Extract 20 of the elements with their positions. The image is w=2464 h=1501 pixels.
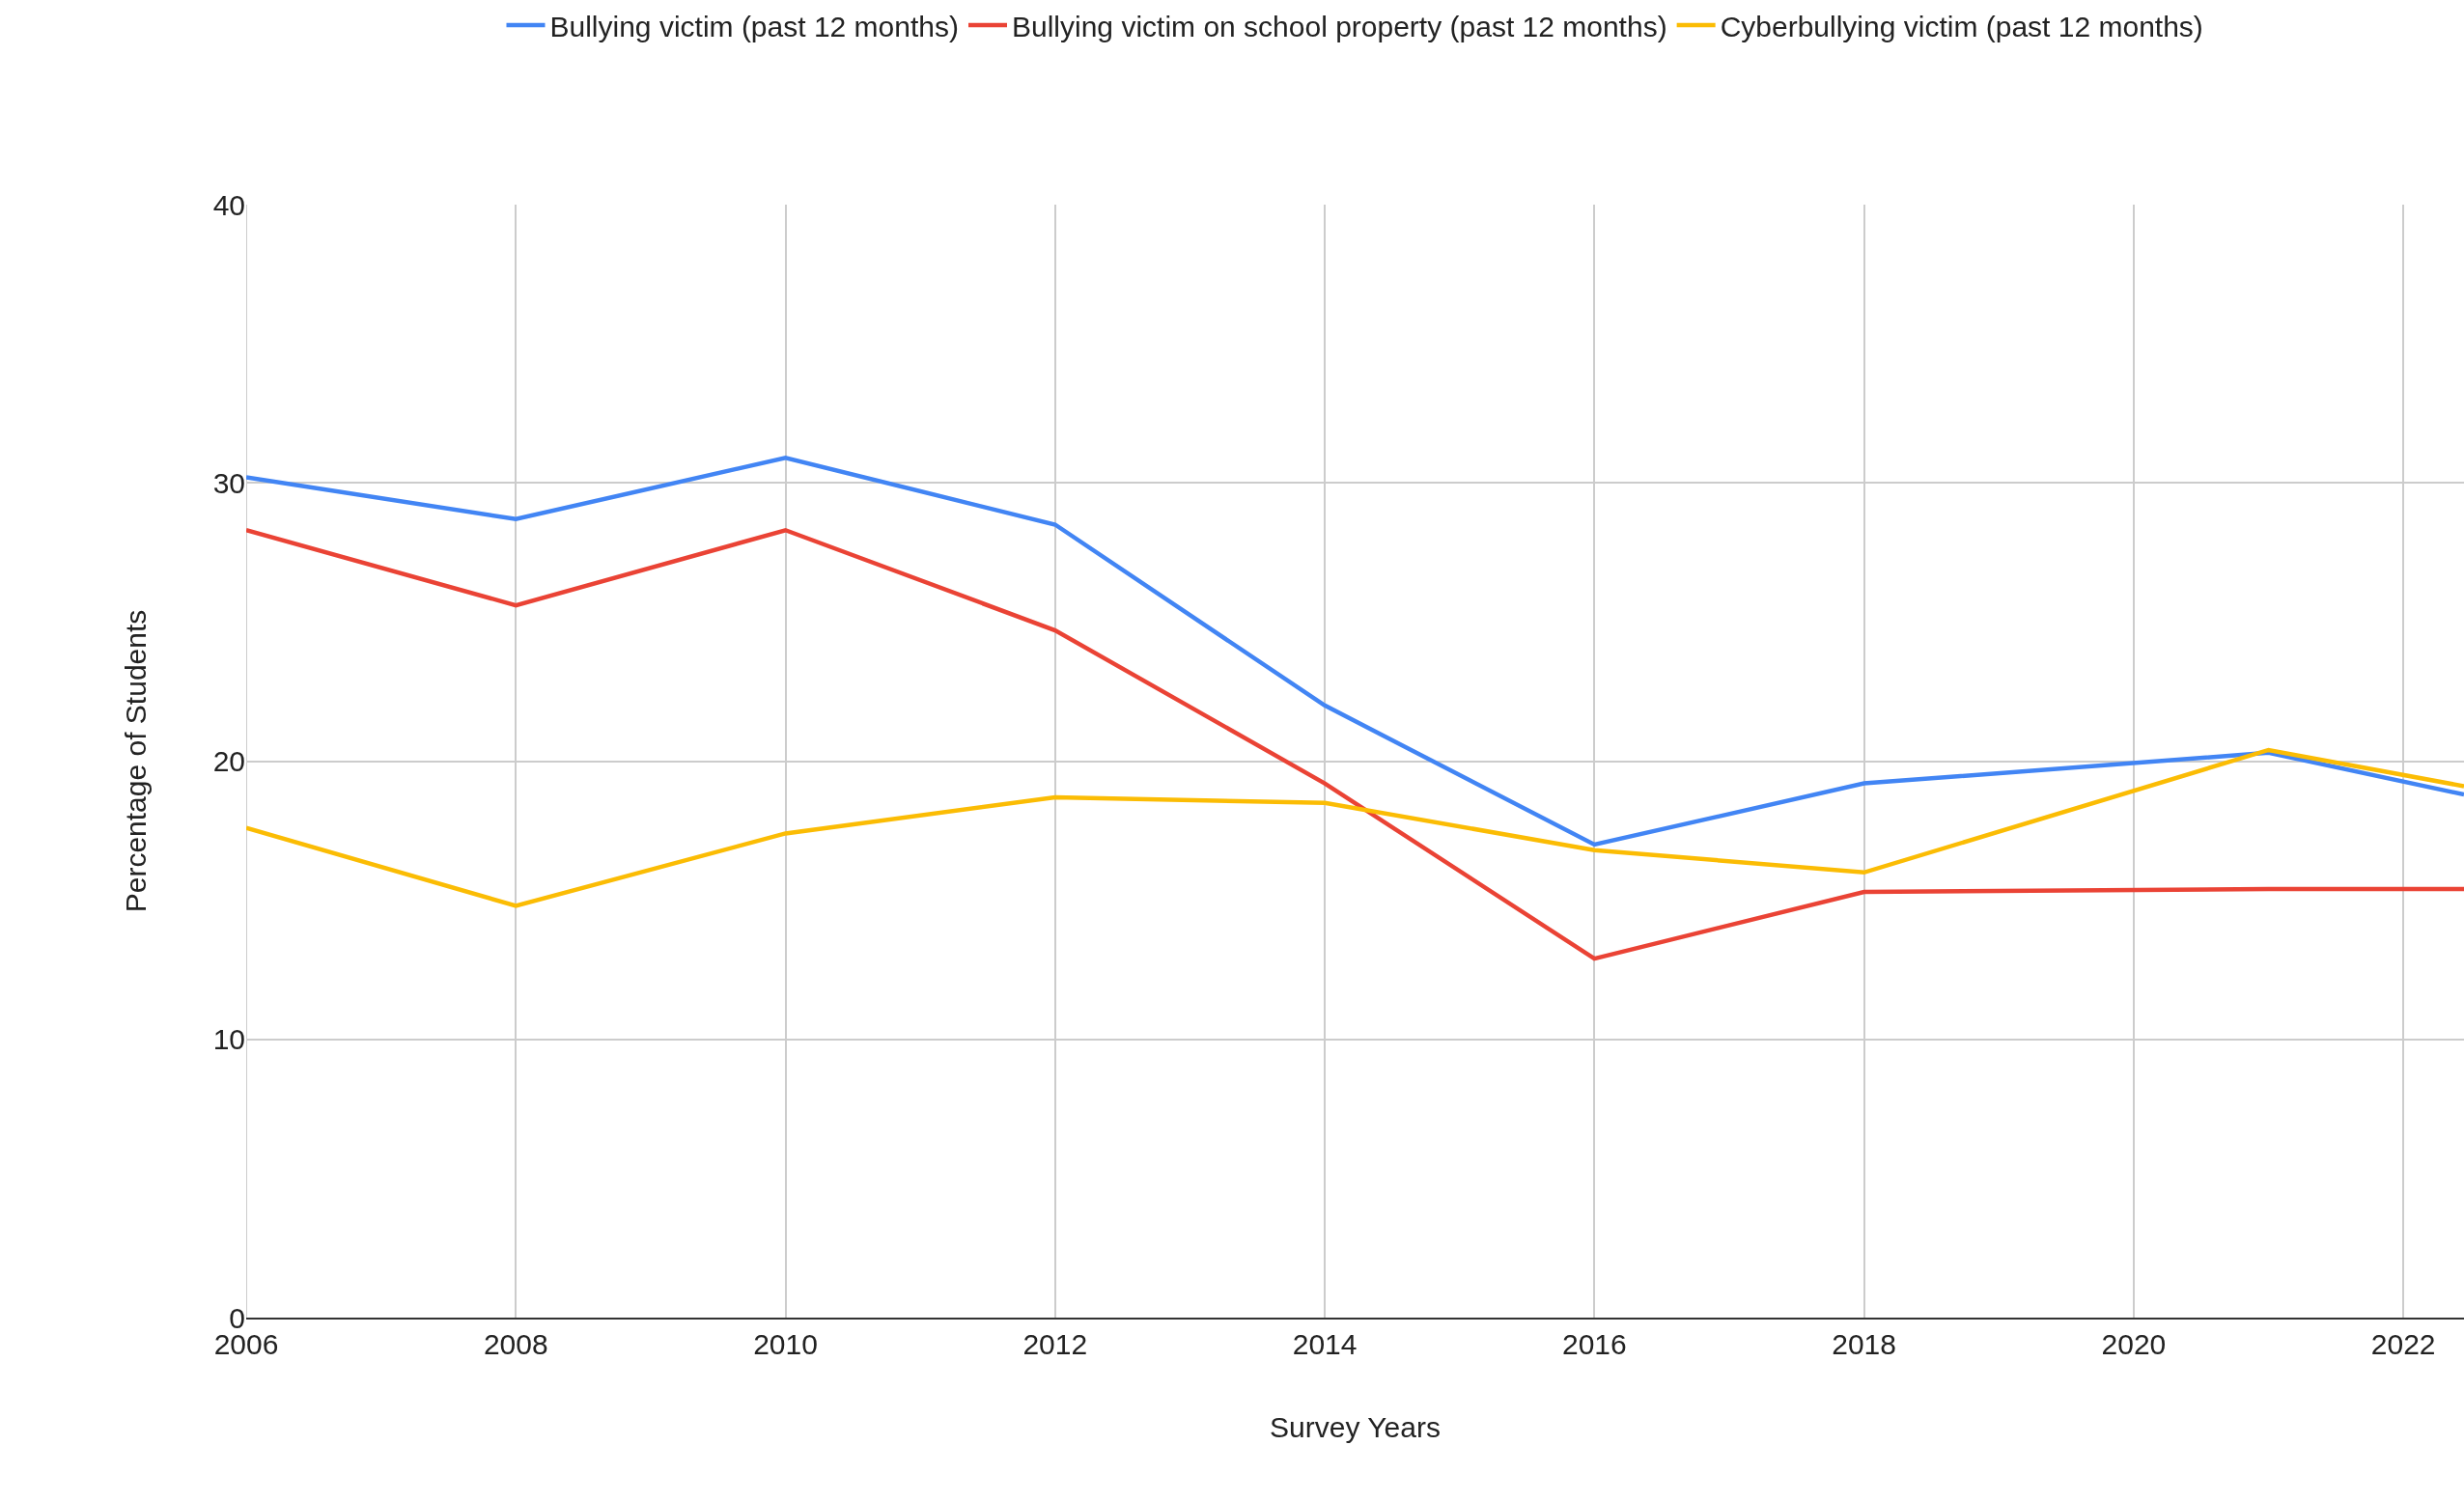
x-tick-label: 2018	[1832, 1328, 1896, 1360]
legend-label: Cyberbullying victim (past 12 months)	[1720, 10, 2203, 42]
x-tick-label: 2016	[1561, 1328, 1627, 1360]
y-tick-label: 40	[212, 188, 245, 221]
x-tick-label: 2012	[1022, 1328, 1088, 1360]
y-tick-label: 20	[212, 745, 245, 777]
legend-label: Bullying victim (past 12 months)	[549, 10, 959, 42]
y-tick-label: 10	[212, 1023, 245, 1056]
x-tick-label: 2022	[2370, 1328, 2436, 1360]
x-tick-label: 2014	[1292, 1328, 1358, 1360]
x-tick-label: 2008	[483, 1328, 548, 1360]
y-axis-title: Percentage of Students	[119, 609, 152, 913]
x-axis-title: Survey Years	[1270, 1411, 1441, 1443]
line-series	[246, 528, 2464, 961]
legend-label: Bullying victim on school property (past 12 months)	[1012, 10, 1667, 42]
y-tick-label: 30	[212, 466, 245, 499]
x-tick-label: 2020	[2101, 1328, 2167, 1360]
x-tick-label: 2010	[753, 1328, 818, 1360]
line-series	[246, 456, 2464, 848]
line-series	[246, 747, 2464, 908]
